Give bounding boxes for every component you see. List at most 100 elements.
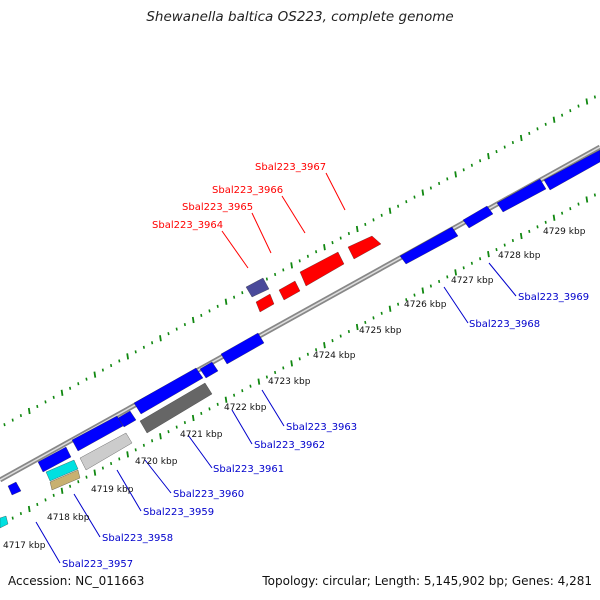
inner-tick-mark: [134, 448, 137, 452]
outer-tick-mark: [69, 386, 72, 390]
leader-line: [231, 409, 253, 445]
gene-label-reverse[interactable]: Sbal223_3960: [173, 489, 244, 500]
gene-sbal223-3958b[interactable]: [49, 469, 81, 491]
gene-label-forward[interactable]: Sbal223_3965: [182, 202, 253, 213]
label-leader-lines: [35, 172, 517, 564]
inner-tick-mark: [77, 480, 80, 484]
kbp-label: 4728 kbp: [498, 251, 541, 261]
inner-tick-mark: [257, 378, 261, 385]
outer-tick-mark: [364, 222, 367, 226]
outer-tick-mark: [347, 231, 350, 236]
outer-tick-mark: [52, 395, 55, 399]
inner-tick-mark: [27, 505, 31, 513]
inner-tick-mark: [249, 384, 252, 388]
outer-tick-mark: [372, 218, 375, 222]
inner-tick-mark: [191, 414, 195, 422]
outer-tick-mark: [413, 195, 416, 199]
outer-tick-mark: [446, 177, 449, 181]
inner-tick-mark: [495, 248, 498, 252]
inner-tick-mark: [85, 475, 88, 479]
outer-tick-mark: [355, 225, 359, 233]
outer-tick-mark: [208, 309, 211, 313]
outer-tick-mark: [315, 250, 318, 254]
gene-label-reverse[interactable]: Sbal223_3968: [469, 319, 540, 330]
inner-tick-mark: [101, 466, 104, 470]
gene-blue-4723b[interactable]: [199, 361, 219, 379]
inner-tick-mark: [19, 511, 22, 516]
gene-sbal223-3966[interactable]: [299, 251, 345, 287]
gene-sbal223-3958[interactable]: [45, 459, 79, 482]
inner-tick-mark: [429, 284, 432, 288]
gene-label-reverse[interactable]: Sbal223_3969: [518, 292, 589, 303]
inner-tick-mark: [208, 407, 211, 411]
inner-tick-mark: [380, 311, 383, 315]
gene-sbal223-3962[interactable]: [139, 382, 213, 434]
gene-label-reverse[interactable]: Sbal223_3961: [213, 464, 284, 475]
outer-tick-mark: [3, 423, 6, 427]
leader-line: [488, 262, 517, 297]
gene-sbal223-3968[interactable]: [399, 226, 459, 265]
gene-sbal223-3965[interactable]: [278, 280, 301, 301]
gene-labels: Sbal223_3967 Sbal223_3966 Sbal223_3965 Sbal…: [62, 162, 589, 570]
outer-tick-mark: [438, 181, 441, 186]
outer-tick-mark: [110, 363, 113, 368]
inner-tick-mark: [364, 320, 367, 324]
kbp-label: 4717 kbp: [3, 541, 46, 551]
inner-tick-mark: [552, 214, 556, 221]
gene-sbal223-3969[interactable]: [496, 178, 547, 213]
accession-text: Accession: NC_011663: [8, 574, 145, 588]
leader-line: [187, 434, 213, 469]
outer-tick-mark: [27, 407, 31, 415]
inner-tick-mark: [511, 238, 514, 243]
outer-tick-mark: [274, 272, 277, 277]
gene-sbal223-3959[interactable]: [71, 415, 124, 452]
gene-blue-4729b[interactable]: [543, 149, 600, 191]
outer-tick-mark: [216, 304, 219, 308]
outer-tick-mark: [200, 313, 203, 318]
inner-tick-mark: [142, 443, 145, 447]
outer-tick-mark: [561, 113, 564, 117]
outer-tick-mark: [36, 404, 39, 409]
gene-label-reverse[interactable]: Sbal223_3958: [102, 533, 173, 544]
gene-label-forward[interactable]: Sbal223_3967: [255, 162, 326, 173]
gene-label-reverse[interactable]: Sbal223_3957: [62, 559, 133, 570]
kbp-label: 4726 kbp: [404, 300, 447, 310]
gene-cyan-edge[interactable]: [0, 515, 9, 529]
gene-label-reverse[interactable]: Sbal223_3962: [254, 440, 325, 451]
inner-tick-mark: [487, 251, 490, 258]
outer-tick-mark: [397, 204, 400, 208]
gene-label-reverse[interactable]: Sbal223_3959: [143, 507, 214, 518]
outer-tick-mark: [241, 291, 244, 295]
outer-tick-mark: [495, 150, 498, 154]
gene-blue-4719[interactable]: [37, 446, 72, 473]
outer-tick-mark: [405, 200, 408, 204]
outer-tick-mark: [77, 382, 80, 386]
gene-label-forward[interactable]: Sbal223_3964: [152, 220, 223, 231]
gene-label-forward[interactable]: Sbal223_3966: [212, 185, 283, 196]
gene-sbal223-3960[interactable]: [79, 432, 133, 471]
gene-sbal223-3967[interactable]: [347, 235, 382, 260]
outer-tick-mark: [503, 145, 506, 149]
leader-line: [144, 459, 172, 494]
outer-tick-mark: [44, 400, 47, 404]
gene-sbal223-3963[interactable]: [220, 332, 265, 365]
map-title: Shewanella baltica OS223, complete genom…: [146, 9, 454, 25]
gene-purple[interactable]: [245, 277, 270, 298]
outer-tick-mark: [544, 122, 547, 126]
gene-blue-4721[interactable]: [117, 410, 137, 428]
gene-label-reverse[interactable]: Sbal223_3963: [286, 422, 357, 433]
outer-tick-mark: [519, 134, 523, 142]
gene-sbal223-3957[interactable]: [7, 481, 22, 496]
gene-blue-4728a[interactable]: [462, 205, 494, 229]
inner-tick-mark: [421, 287, 425, 294]
kbp-label: 4723 kbp: [268, 377, 311, 387]
gene-sbal223-3961[interactable]: [133, 367, 204, 415]
inner-tick-mark: [528, 229, 531, 233]
outer-tick-mark: [577, 104, 580, 108]
outer-tick-mark: [479, 159, 482, 163]
inner-tick-mark: [405, 298, 408, 302]
kbp-label: 4719 kbp: [91, 485, 134, 495]
inner-tick-mark: [519, 232, 523, 240]
gene-sbal223-3964[interactable]: [255, 293, 275, 313]
